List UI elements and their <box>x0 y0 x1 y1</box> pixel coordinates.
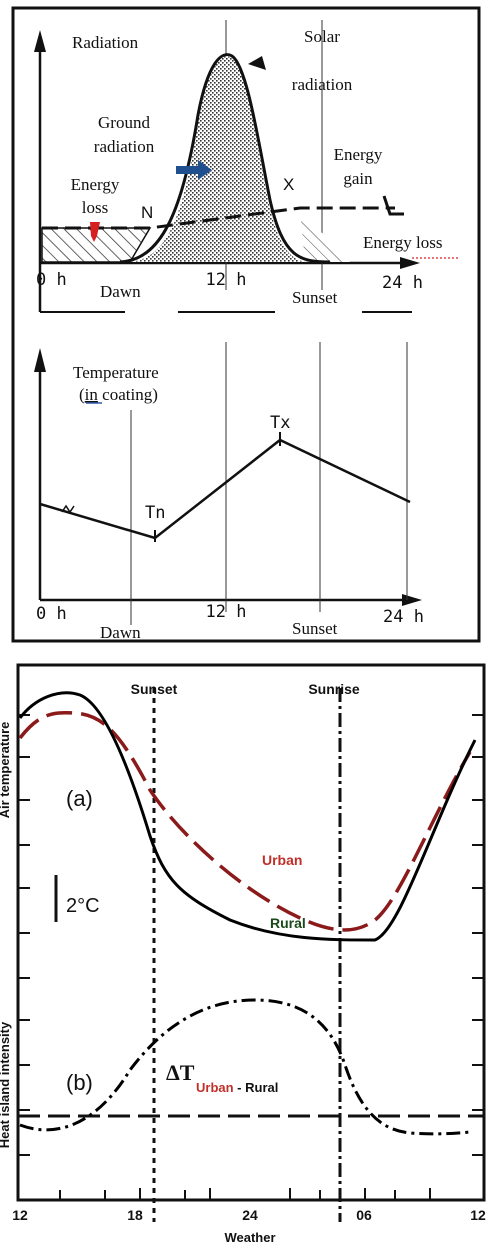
tick-12h: 12 h <box>206 270 247 290</box>
solar-label-line1: Solar <box>304 27 340 46</box>
x-axis-label: Weather <box>224 1230 275 1245</box>
tx-label: Tx <box>270 413 290 433</box>
x-tick-label-2: 18 <box>127 1207 143 1223</box>
energy-gain-line1: Energy <box>334 145 383 164</box>
radiation-y-axis-arrow-icon <box>34 30 46 52</box>
delta-urban-text: Urban <box>196 1080 234 1095</box>
energy-loss-left-line2: loss <box>82 198 108 217</box>
sunset-label-2: Sunset <box>292 619 338 638</box>
in-coating-in: in <box>85 385 99 404</box>
dawn-label: Dawn <box>100 282 141 301</box>
delta-t-symbol: ΔT <box>166 1060 195 1085</box>
n-marker: N <box>141 203 153 222</box>
x-tick-label-3: 24 <box>242 1207 258 1223</box>
curve-tick-icon <box>61 504 75 514</box>
y-axis-label-top: Air temperature <box>0 722 12 819</box>
l-marker-glyph <box>382 195 404 216</box>
label-a: (a) <box>66 786 93 811</box>
bottom-figure: Sunset Sunrise (a) (b) 2°C Urban Rural Δ… <box>0 663 486 1245</box>
in-coating-open: ( <box>79 385 85 404</box>
bottom-plot-frame <box>16 663 486 1202</box>
energy-loss-left-line1: Energy <box>71 175 120 194</box>
y-axis-label-bottom: Heat island intensity <box>0 1021 12 1148</box>
heat-island-curve <box>19 998 471 1136</box>
urban-label: Urban <box>262 852 302 868</box>
top-figure: Radiation Solar radiation Ground radiati… <box>11 6 481 643</box>
solar-radiation-curve <box>119 53 331 264</box>
solar-pointer-icon <box>248 56 266 70</box>
tick-24h: 24 h <box>382 273 423 293</box>
sunset-label: Sunset <box>292 288 338 307</box>
x-tick-label-4: 06 <box>356 1207 372 1223</box>
red-loss-marker-icon <box>90 222 100 242</box>
in-coating-rest: coating) <box>98 385 158 404</box>
delta-dash-text: - <box>234 1080 246 1095</box>
sunrise-label-bottom: Sunrise <box>308 681 360 697</box>
radiation-x-axis-arrow-icon <box>400 257 420 269</box>
rural-curve <box>18 691 477 942</box>
solar-radiation-area <box>130 56 310 263</box>
energy-loss-right-label: Energy loss <box>363 233 443 252</box>
temperature-curve <box>39 438 411 540</box>
energy-gain-line2: gain <box>343 169 373 188</box>
tn-label: Tn <box>145 503 165 523</box>
tick-12h-2: 12 h <box>206 602 247 622</box>
plot-ticks <box>18 714 484 1200</box>
ground-label-line2: radiation <box>94 137 155 156</box>
label-b: (b) <box>66 1070 93 1095</box>
urban-curve <box>18 710 472 932</box>
scale-label: 2°C <box>66 895 100 917</box>
sunset-label-bottom: Sunset <box>131 681 178 697</box>
x-marker: X <box>283 175 294 194</box>
temperature-panel: Temperature (in coating) Tn Tx 0 h 12 h … <box>34 342 424 642</box>
delta-rural-text: Rural <box>245 1080 278 1095</box>
heat-flow-arrow-icon <box>176 160 212 180</box>
energy-loss-right-area <box>300 210 350 262</box>
tick-0h: 0 h <box>36 270 67 290</box>
in-coating-label: (in coating) <box>79 385 158 404</box>
radiation-panel: Radiation Solar radiation Ground radiati… <box>34 20 460 313</box>
ground-label-line1: Ground <box>98 113 150 132</box>
dawn-label-2: Dawn <box>100 623 141 642</box>
tick-24h-2: 24 h <box>383 607 424 627</box>
rural-label: Rural <box>270 915 306 931</box>
temperature-y-axis-arrow-icon <box>34 348 46 372</box>
x-tick-label-5: 12 <box>470 1207 486 1223</box>
solar-label-line2: radiation <box>292 75 353 94</box>
tick-0h-2: 0 h <box>36 604 67 624</box>
temperature-label: Temperature <box>73 363 159 382</box>
delta-t-subscript: Urban - Rural <box>196 1080 278 1095</box>
x-tick-label-1: 12 <box>12 1207 28 1223</box>
radiation-label: Radiation <box>72 33 139 52</box>
